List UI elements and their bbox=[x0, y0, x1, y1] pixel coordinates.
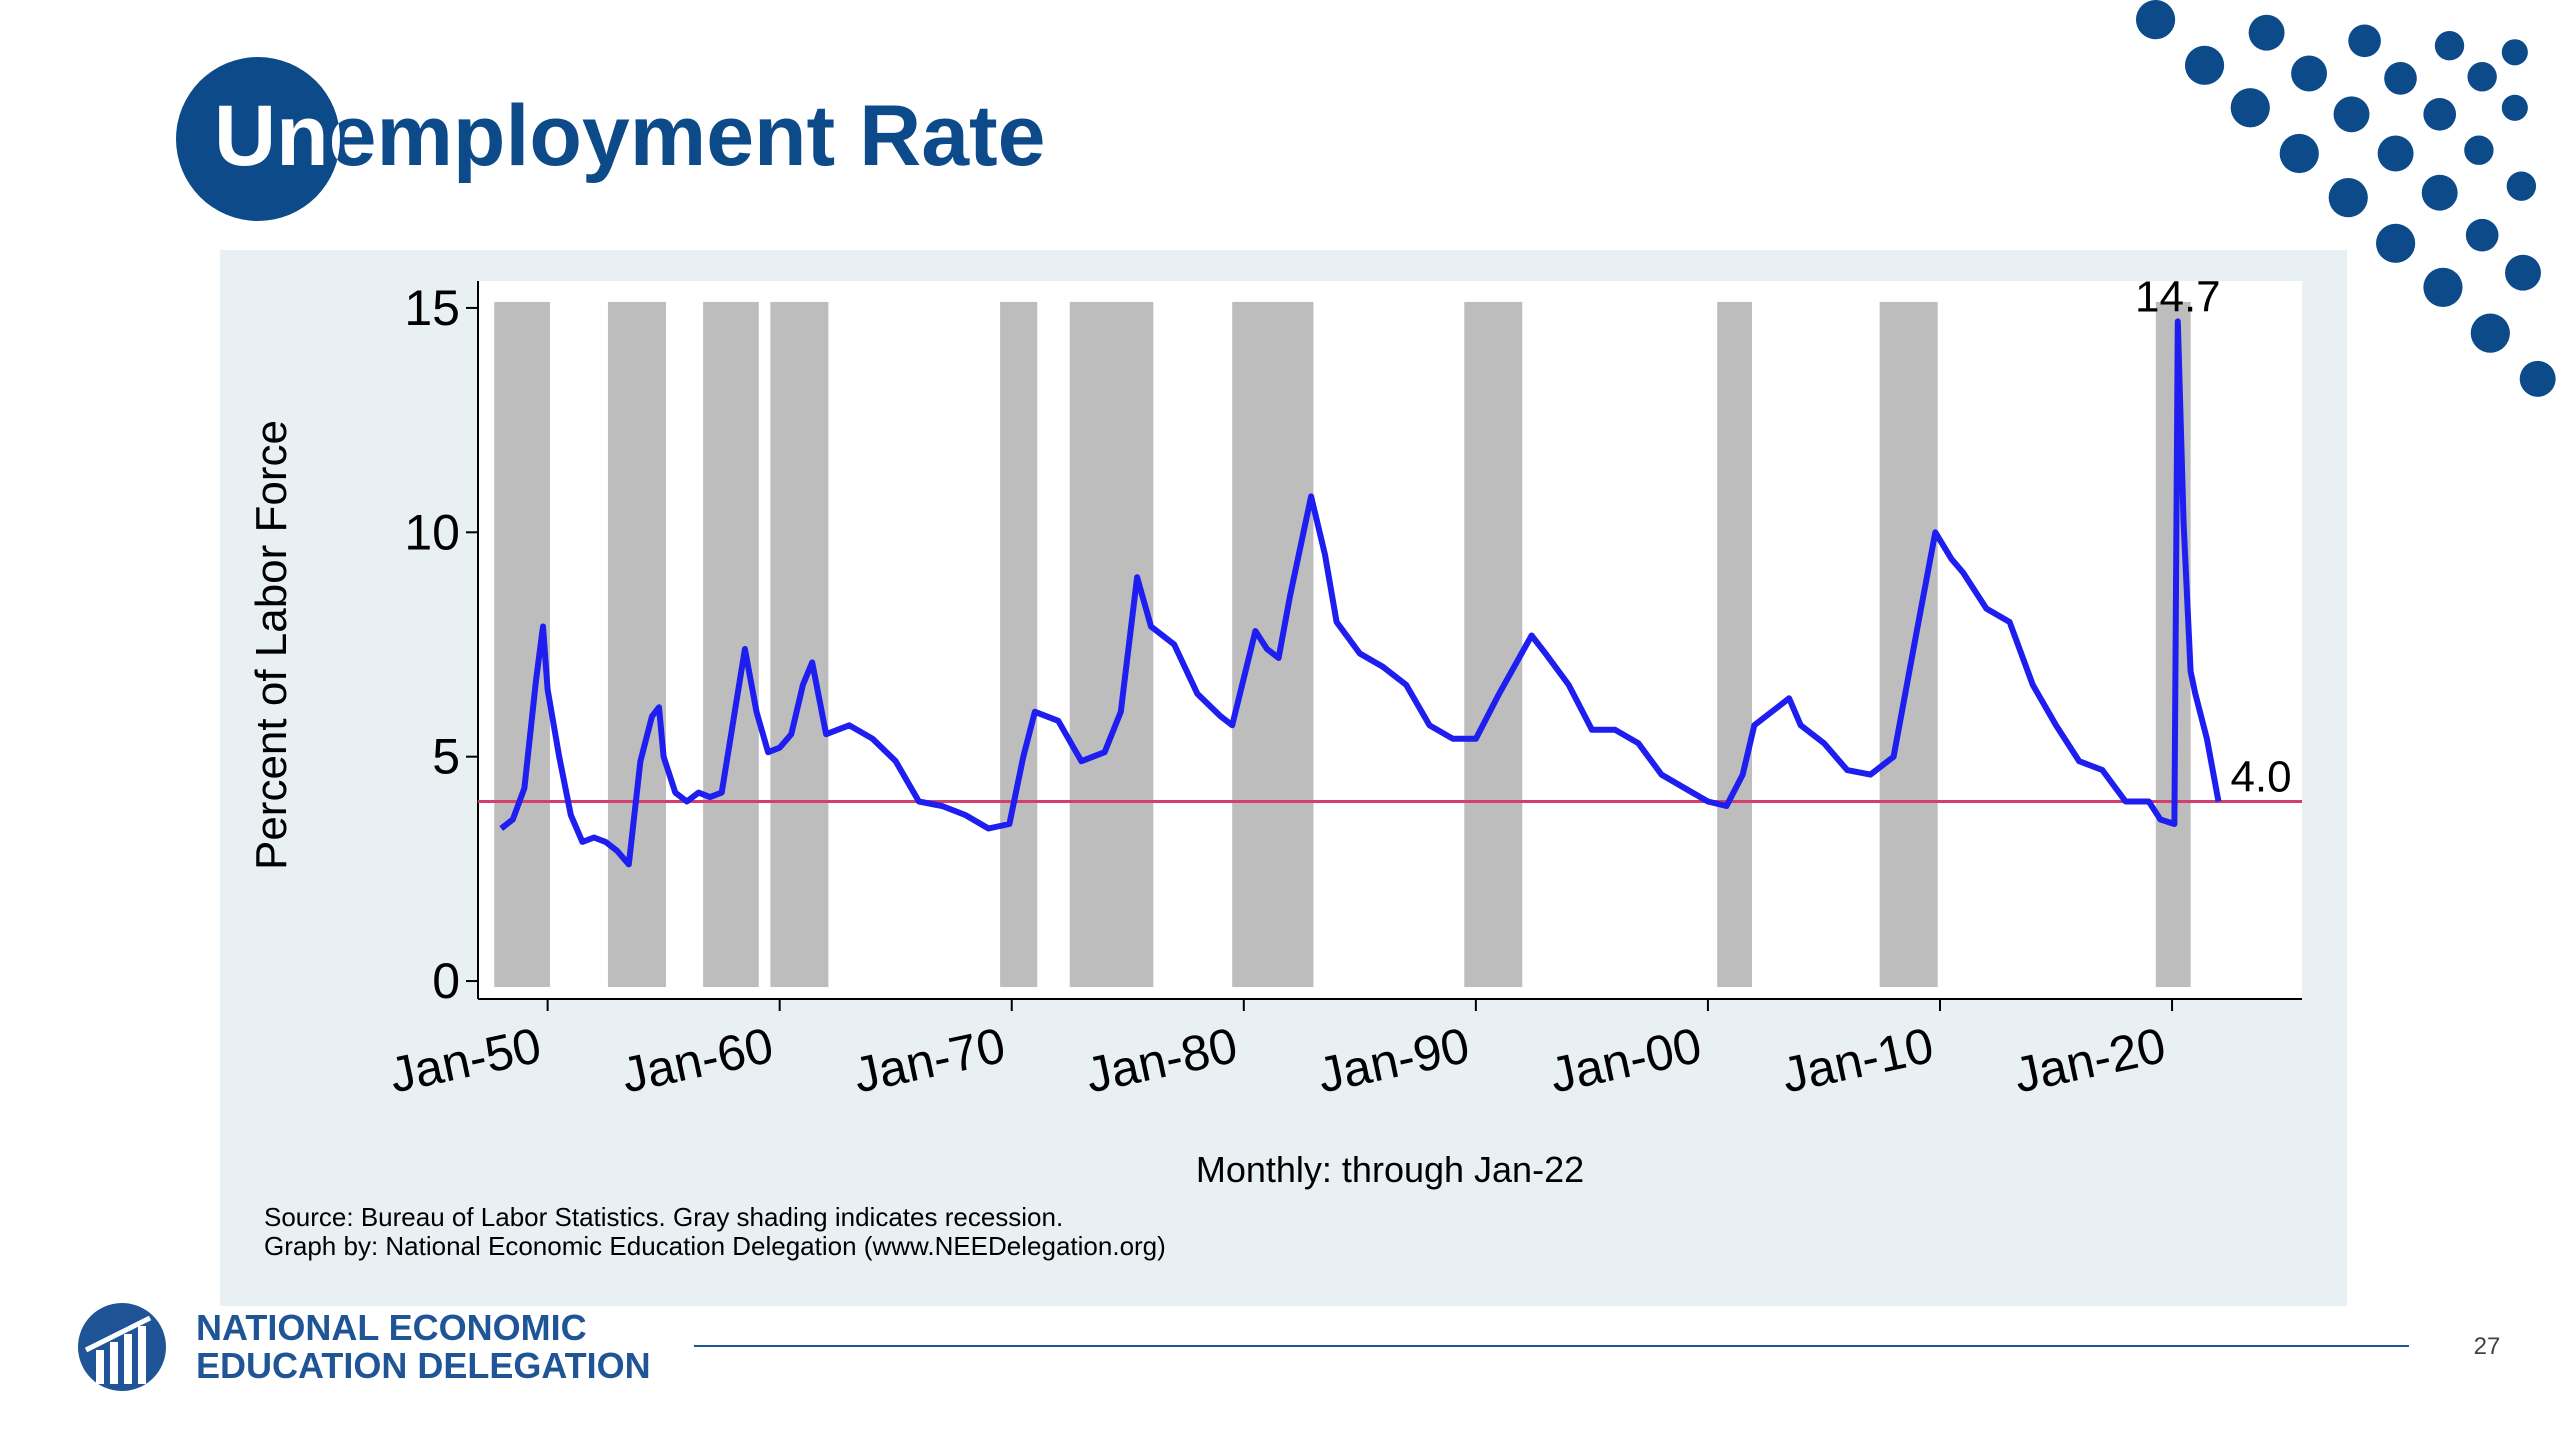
decor-dot bbox=[2467, 62, 2497, 92]
org-name: EDUCATION DELEGATION bbox=[196, 1345, 651, 1386]
decor-dot bbox=[2279, 133, 2319, 174]
decor-dot bbox=[2519, 360, 2556, 397]
recession-band bbox=[1000, 301, 1038, 988]
logo bbox=[78, 1303, 166, 1391]
recession-band bbox=[1069, 301, 1154, 988]
decor-dot bbox=[2464, 135, 2494, 165]
decor-dot bbox=[2135, 0, 2176, 40]
decor-dot bbox=[2501, 94, 2528, 121]
decor-dot bbox=[2230, 88, 2270, 128]
decor-dot bbox=[2434, 31, 2465, 61]
credit-note: Graph by: National Economic Education De… bbox=[264, 1231, 1166, 1261]
recession-band bbox=[1879, 301, 1938, 988]
recession-band bbox=[770, 301, 829, 988]
decor-dot bbox=[2291, 55, 2328, 92]
recession-band bbox=[1717, 301, 1753, 988]
decor-dot bbox=[2376, 223, 2416, 263]
y-tick-label: 15 bbox=[404, 280, 460, 336]
decor-dot bbox=[2505, 254, 2541, 291]
reference-label: 4.0 bbox=[2230, 753, 2291, 802]
y-tick-label: 10 bbox=[404, 504, 460, 560]
decor-dot bbox=[2423, 267, 2463, 308]
decor-dot bbox=[2470, 313, 2510, 353]
recession-band bbox=[607, 301, 666, 988]
decor-dot bbox=[2465, 218, 2499, 252]
title-badge bbox=[176, 57, 340, 221]
decor-dots bbox=[2135, 0, 2556, 397]
decor-dot bbox=[2248, 14, 2285, 51]
y-tick-label: 0 bbox=[432, 953, 460, 1009]
source-note: Source: Bureau of Labor Statistics. Gray… bbox=[264, 1202, 1063, 1232]
org-name: NATIONAL ECONOMIC bbox=[196, 1307, 587, 1348]
x-axis-title: Monthly: through Jan-22 bbox=[1196, 1149, 1584, 1190]
decor-dot bbox=[2348, 24, 2381, 58]
decor-dot bbox=[2423, 97, 2457, 131]
slide-title: Unemployment Rate bbox=[214, 88, 1046, 184]
decor-dot bbox=[2501, 39, 2528, 66]
decor-dot bbox=[2333, 96, 2370, 133]
recession-band bbox=[1232, 301, 1314, 988]
y-tick-label: 5 bbox=[432, 729, 460, 785]
peak-label: 14.7 bbox=[2135, 272, 2221, 321]
decor-dot bbox=[2377, 135, 2414, 172]
page-number: 27 bbox=[2474, 1333, 2501, 1360]
recession-band bbox=[703, 301, 759, 988]
data-line bbox=[499, 318, 2222, 868]
decor-dot bbox=[2184, 45, 2225, 85]
decor-dot bbox=[2384, 62, 2417, 95]
decor-dot bbox=[2328, 177, 2368, 218]
decor-dot bbox=[2506, 171, 2537, 201]
recession-band bbox=[1464, 301, 1523, 988]
slide-title-overlay: Unemployment Rate bbox=[214, 88, 1046, 184]
decor-dot bbox=[2421, 174, 2458, 211]
y-axis-title: Percent of Labor Force bbox=[247, 420, 296, 870]
